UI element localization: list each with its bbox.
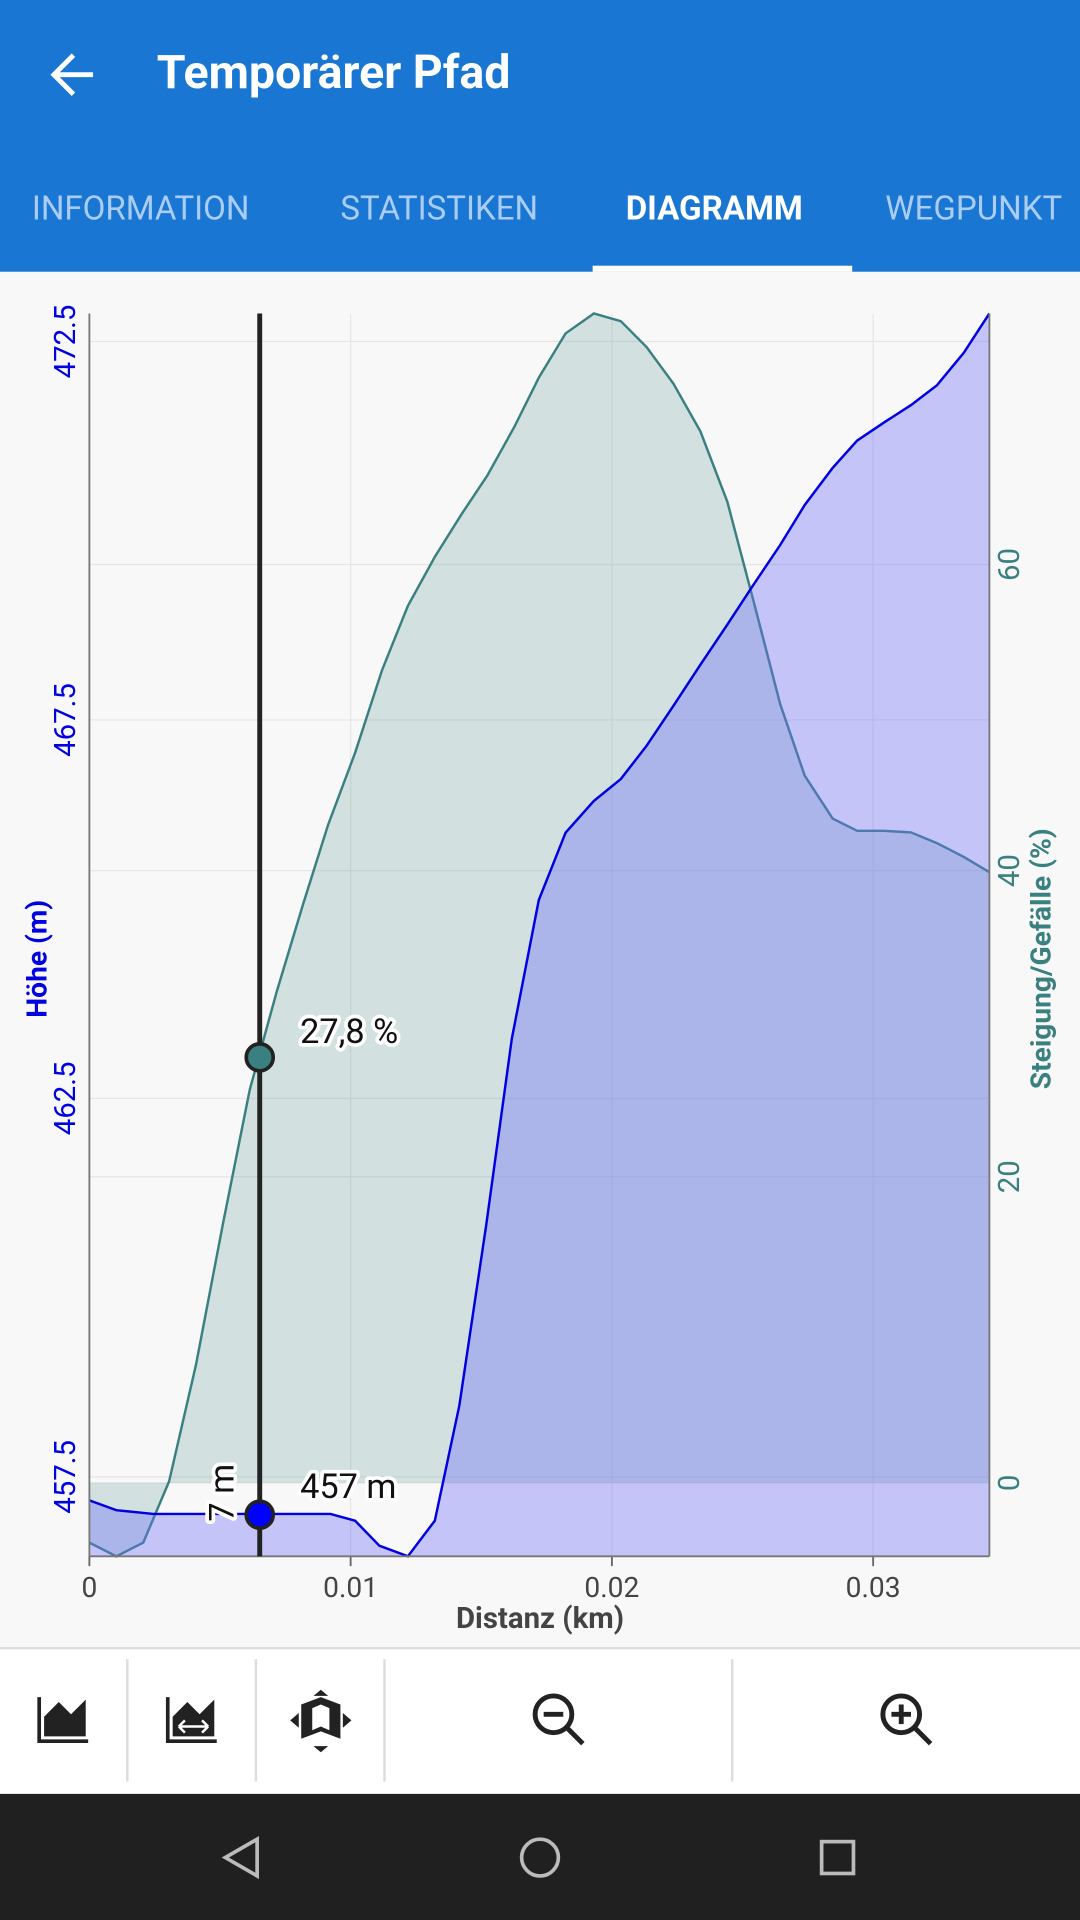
- back-button[interactable]: [50, 53, 94, 97]
- y2-tick-label: 20: [993, 1160, 1027, 1193]
- chart: 0 0.01 0.02 0.03 457.5 462.5 467.5 472.5 0 20 40 60…: [21, 305, 1058, 1636]
- zoom-out-button[interactable]: [532, 1693, 585, 1746]
- x-tick-label: 0.01: [323, 1571, 378, 1604]
- area: [89, 313, 990, 1557]
- chart-background: [0, 271, 1080, 1647]
- y-axis-title: Höhe (m): [21, 900, 54, 1018]
- tab-indicator: [592, 265, 853, 272]
- navigation-bar: [0, 1793, 1080, 1920]
- y2-tick-label: 0: [993, 1475, 1027, 1492]
- app-bar: [0, 0, 1080, 272]
- y-tick-label: 462.5: [49, 1061, 83, 1135]
- nav-recents[interactable]: [819, 1839, 856, 1876]
- tab[interactable]: STATISTIKEN: [340, 189, 538, 228]
- y-tick-label: 472.5: [49, 305, 83, 379]
- cursor-label: 7 m: [202, 1464, 242, 1522]
- tab[interactable]: DIAGRAMM: [626, 189, 803, 228]
- y2-axis-title: Steigung/Gefälle (%): [1025, 828, 1058, 1089]
- cursor-label: 27,8 %: [300, 1012, 398, 1052]
- cursor-label: 457 m: [300, 1467, 396, 1507]
- chart-type-button[interactable]: [165, 1697, 217, 1744]
- cursor-marker: [244, 1499, 276, 1531]
- tab[interactable]: WEGPUNKT: [885, 189, 1062, 228]
- line: [88, 312, 991, 1558]
- y2-tick-label: 40: [993, 854, 1027, 887]
- line: [88, 312, 991, 1558]
- app-title: Temporärer Pfad: [157, 46, 511, 100]
- y2-tick-label: 60: [993, 548, 1027, 581]
- tab-bar: INFORMATION STATISTIKEN DIAGRAMM WEGPUNKT: [32, 189, 1062, 272]
- tab[interactable]: INFORMATION: [32, 189, 250, 228]
- x-tick-label: 0.02: [584, 1571, 639, 1604]
- nav-home[interactable]: [519, 1837, 561, 1878]
- y-tick-label: 457.5: [49, 1440, 83, 1514]
- area: [89, 313, 990, 1557]
- map-button[interactable]: [290, 1689, 352, 1753]
- cursor-marker: [244, 1042, 276, 1073]
- toolbar-dividers: [126, 1659, 734, 1782]
- y-tick-label: 467.5: [49, 683, 83, 757]
- x-tick-label: 0.03: [846, 1571, 901, 1604]
- zoom-in-button[interactable]: [880, 1693, 933, 1746]
- x-axis-title: Distanz (km): [456, 1602, 624, 1636]
- nav-back[interactable]: [221, 1836, 259, 1880]
- x-tick-label: 0: [81, 1571, 97, 1604]
- chart-settings-button[interactable]: [37, 1697, 89, 1744]
